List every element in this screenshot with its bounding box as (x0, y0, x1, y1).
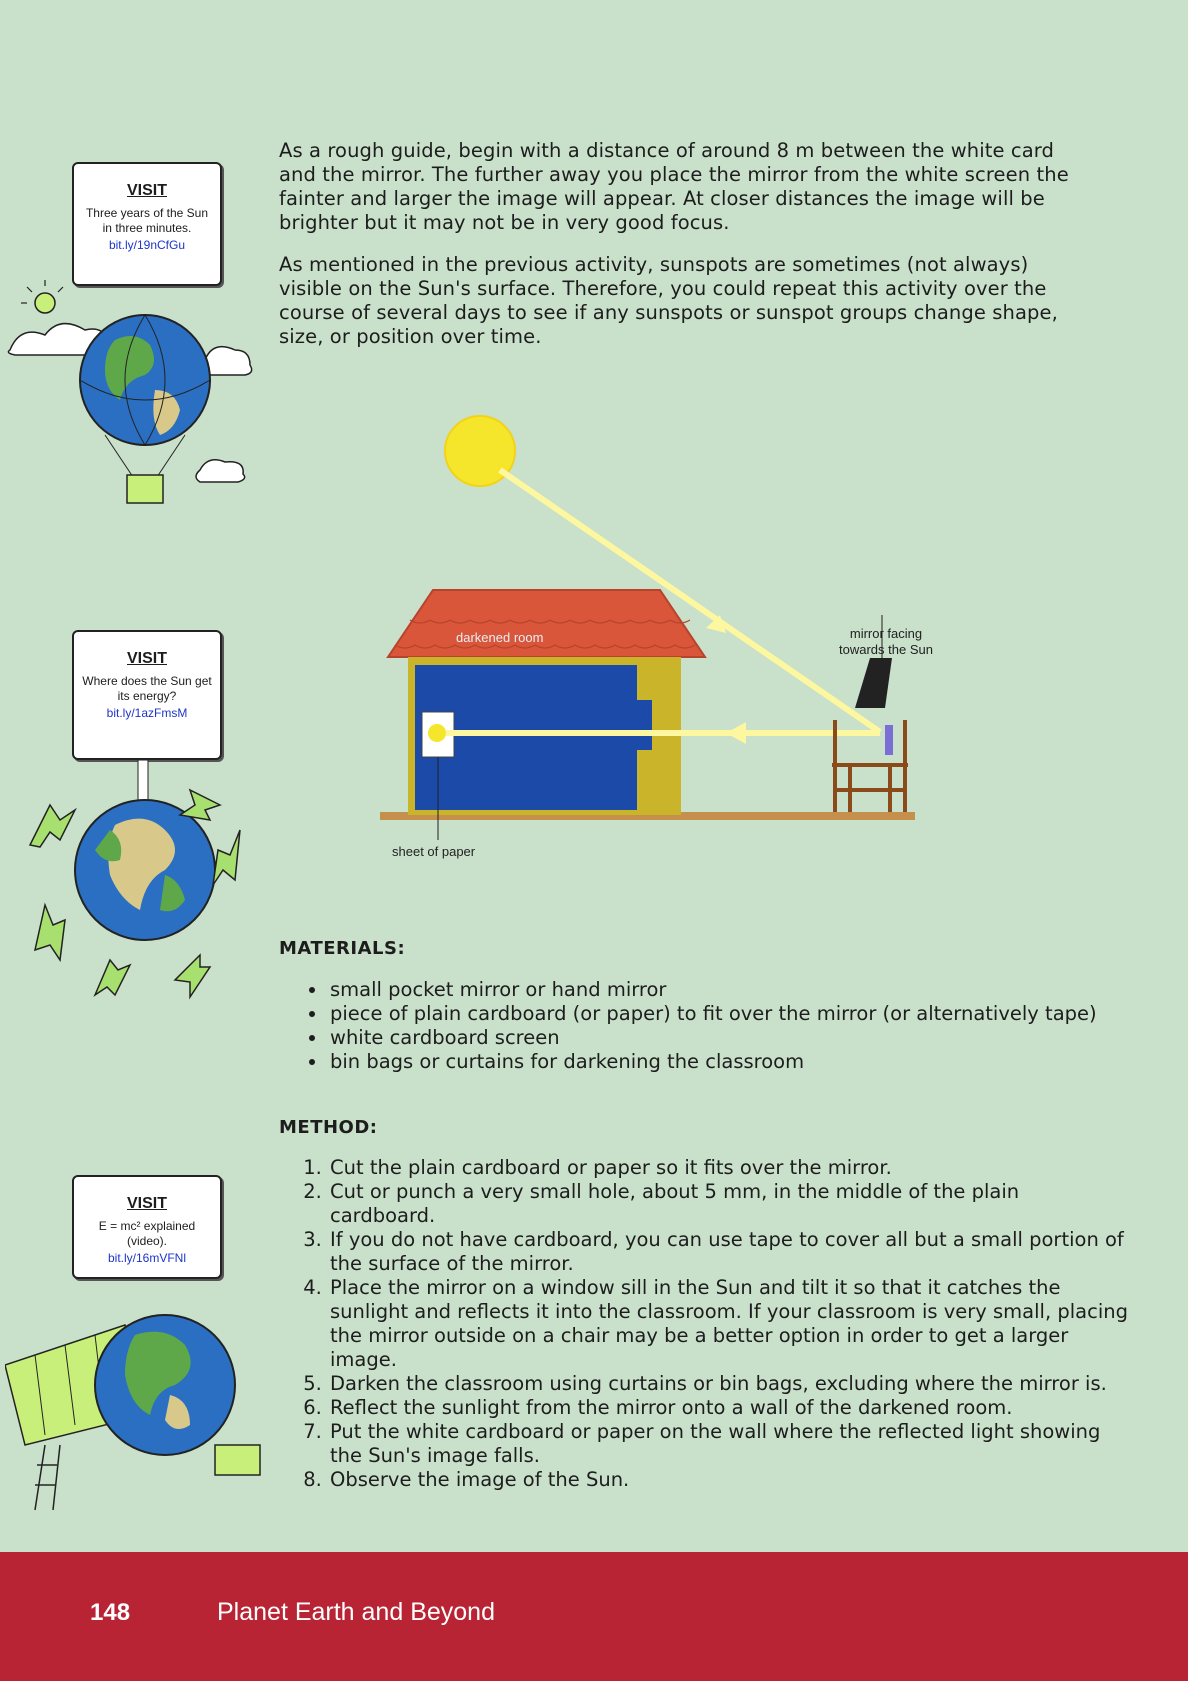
visit-callout-1: VISIT Three years of the Sun in three mi… (72, 162, 222, 286)
telescope-globe-illustration (5, 1314, 261, 1511)
method-step: Cut the plain cardboard or paper so it f… (328, 1156, 1128, 1180)
globe-arrows-illustration (28, 759, 241, 1000)
incoming-sunlight-ray (498, 467, 882, 735)
visit-label: VISIT (126, 182, 167, 199)
method-heading: METHOD: (279, 1117, 378, 1138)
list-item: bin bags or curtains for darkening the c… (328, 1050, 1128, 1074)
page-number: 148 (90, 1599, 131, 1626)
visit-link[interactable]: bit.ly/1azFmsM (106, 706, 188, 720)
method-steps: Cut the plain cardboard or paper so it f… (279, 1156, 1128, 1492)
visit-link[interactable]: bit.ly/16mVFNl (107, 1251, 187, 1265)
house-roof (386, 589, 707, 658)
sun-icon (444, 415, 516, 487)
method-step: Place the mirror on a window sill in the… (328, 1276, 1128, 1372)
visit-callout-2: VISIT Where does the Sun get its energy?… (72, 630, 222, 760)
method-step: If you do not have cardboard, you can us… (328, 1228, 1128, 1276)
visit-text: E = mc² explained (video). (98, 1219, 196, 1248)
chair (832, 720, 908, 812)
intro-paragraph-2: As mentioned in the previous activity, s… (279, 253, 1058, 348)
method-step: Cut or punch a very small hole, about 5 … (328, 1180, 1128, 1228)
mirror-label-line-1: mirror facing (850, 626, 922, 641)
intro-paragraph-1: As a rough guide, begin with a distance … (279, 139, 1069, 234)
visit-text: Where does the Sun get its energy? (82, 674, 212, 703)
sun-image (428, 724, 446, 742)
method-step: Reflect the sunlight from the mirror ont… (328, 1396, 1128, 1420)
sun-projection-diagram: darkened room mirror facing towards the … (380, 415, 933, 859)
ground (380, 812, 915, 820)
method-step: Darken the classroom using curtains or b… (328, 1372, 1128, 1396)
balloon-globe-illustration (7, 280, 253, 504)
darkened-room-interior (415, 665, 652, 810)
visit-text: Three years of the Sun in three minutes. (85, 206, 209, 235)
materials-heading: MATERIALS: (279, 938, 406, 959)
mirror (855, 658, 892, 708)
book-title: Planet Earth and Beyond (217, 1598, 495, 1626)
list-item: white cardboard screen (328, 1026, 1128, 1050)
materials-list: small pocket mirror or hand mirror piece… (279, 978, 1128, 1074)
list-item: small pocket mirror or hand mirror (328, 978, 1128, 1002)
visit-label: VISIT (126, 650, 167, 667)
page-footer: 148 Planet Earth and Beyond (0, 1552, 1188, 1681)
method-step: Put the white cardboard or paper on the … (328, 1420, 1128, 1468)
reflected-ray-arrow (726, 722, 746, 744)
method-step: Observe the image of the Sun. (328, 1468, 1128, 1492)
mirror-label-line-2: towards the Sun (839, 642, 933, 657)
visit-link[interactable]: bit.ly/19nCfGu (108, 238, 186, 252)
visit-callout-3: VISIT E = mc² explained (video). bit.ly/… (72, 1175, 222, 1279)
ray-arrow (706, 615, 726, 633)
list-item: piece of plain cardboard (or paper) to f… (328, 1002, 1128, 1026)
paper-label: sheet of paper (392, 844, 476, 859)
mirror-support (885, 725, 893, 755)
room-label: darkened room (456, 630, 543, 645)
visit-label: VISIT (126, 1195, 167, 1212)
